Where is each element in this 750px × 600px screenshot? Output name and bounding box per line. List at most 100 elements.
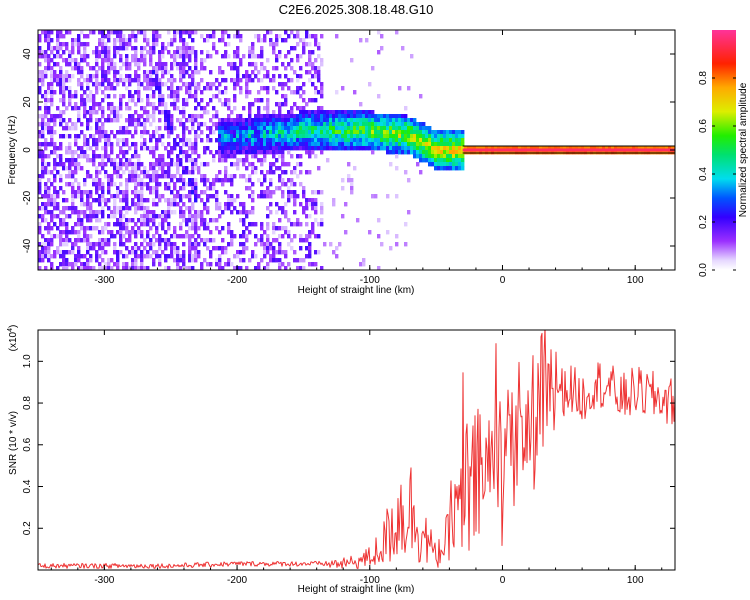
- heatmap-cell: [260, 258, 264, 263]
- heatmap-cell: [299, 122, 303, 127]
- heatmap-cell: [593, 150, 597, 155]
- heatmap-cell: [215, 262, 219, 267]
- heatmap-cell: [227, 118, 231, 123]
- heatmap-cell: [110, 58, 114, 63]
- heatmap-cell: [281, 118, 285, 123]
- heatmap-cell: [239, 86, 243, 91]
- heatmap-cell: [101, 230, 105, 235]
- heatmap-cell: [452, 130, 456, 135]
- heatmap-cell: [293, 130, 297, 135]
- heatmap-cell: [92, 82, 96, 87]
- heatmap-cell: [389, 130, 393, 135]
- heatmap-cell: [98, 202, 102, 207]
- heatmap-cell: [230, 234, 234, 239]
- heatmap-cell: [98, 118, 102, 123]
- heatmap-cell: [179, 194, 183, 199]
- heatmap-cell: [377, 234, 381, 239]
- heatmap-cell: [380, 46, 384, 51]
- heatmap-cell: [107, 82, 111, 87]
- heatmap-cell: [185, 234, 189, 239]
- heatmap-cell: [281, 154, 285, 159]
- snr-x-tick-label: 0: [500, 575, 506, 586]
- heatmap-cell: [68, 214, 72, 219]
- heatmap-cell: [278, 150, 282, 155]
- heatmap-cell: [170, 94, 174, 99]
- heatmap-cell: [251, 102, 255, 107]
- heatmap-cell: [284, 214, 288, 219]
- heatmap-cell: [269, 42, 273, 47]
- heatmap-cell: [188, 266, 192, 270]
- heatmap-cell: [47, 34, 51, 39]
- heatmap-cell: [278, 266, 282, 270]
- heatmap-cell: [191, 70, 195, 75]
- heatmap-cell: [515, 150, 519, 155]
- heatmap-cell: [134, 162, 138, 167]
- heatmap-cell: [332, 114, 336, 119]
- heatmap-cell: [293, 114, 297, 119]
- heatmap-cell: [167, 70, 171, 75]
- heatmap-cell: [251, 42, 255, 47]
- heatmap-cell: [179, 34, 183, 39]
- heatmap-cell: [311, 110, 315, 115]
- heatmap-cell: [89, 114, 93, 119]
- heatmap-cell: [107, 86, 111, 91]
- heatmap-cell: [194, 178, 198, 183]
- heatmap-cell: [476, 146, 480, 151]
- heatmap-cell: [179, 158, 183, 163]
- heatmap-cell: [191, 170, 195, 175]
- heatmap-cell: [119, 58, 123, 63]
- heatmap-cell: [134, 202, 138, 207]
- heatmap-cell: [230, 146, 234, 151]
- heatmap-cell: [224, 130, 228, 135]
- heatmap-cell: [344, 114, 348, 119]
- heatmap-cell: [236, 146, 240, 151]
- heatmap-cell: [194, 90, 198, 95]
- heatmap-cell: [308, 170, 312, 175]
- heatmap-cell: [107, 70, 111, 75]
- heatmap-cell: [182, 62, 186, 67]
- heatmap-cell: [65, 206, 69, 211]
- heatmap-cell: [272, 130, 276, 135]
- heatmap-cell: [239, 38, 243, 43]
- heatmap-cell: [128, 130, 132, 135]
- heatmap-cell: [272, 110, 276, 115]
- heatmap-cell: [527, 150, 531, 155]
- heatmap-cell: [164, 182, 168, 187]
- heatmap-cell: [404, 126, 408, 131]
- heatmap-cell: [71, 150, 75, 155]
- heatmap-cell: [98, 266, 102, 270]
- heatmap-cell: [95, 122, 99, 127]
- heatmap-cell: [284, 202, 288, 207]
- heatmap-cell: [227, 126, 231, 131]
- heatmap-cell: [173, 98, 177, 103]
- heatmap-cell: [131, 46, 135, 51]
- heatmap-cell: [353, 130, 357, 135]
- heatmap-cell: [281, 194, 285, 199]
- heatmap-cell: [458, 142, 462, 147]
- heatmap-cell: [269, 134, 273, 139]
- heatmap-cell: [62, 134, 66, 139]
- heatmap-cell: [179, 62, 183, 67]
- heatmap-cell: [140, 170, 144, 175]
- heatmap-cell: [635, 150, 639, 155]
- heatmap-cell: [407, 142, 411, 147]
- heatmap-cell: [284, 254, 288, 259]
- heatmap-cell: [278, 146, 282, 151]
- heatmap-cell: [98, 86, 102, 91]
- heatmap-cell: [92, 66, 96, 71]
- heatmap-cell: [80, 254, 84, 259]
- heatmap-cell: [203, 58, 207, 63]
- heatmap-cell: [230, 122, 234, 127]
- heatmap-cell: [107, 182, 111, 187]
- heatmap-cell: [44, 218, 48, 223]
- heatmap-cell: [314, 130, 318, 135]
- heatmap-cell: [131, 250, 135, 255]
- heatmap-cell: [212, 106, 216, 111]
- heatmap-cell: [203, 182, 207, 187]
- heatmap-cell: [44, 58, 48, 63]
- heatmap-cell: [275, 202, 279, 207]
- heatmap-cell: [170, 78, 174, 83]
- heatmap-cell: [89, 194, 93, 199]
- heatmap-cell: [83, 214, 87, 219]
- heatmap-cell: [128, 170, 132, 175]
